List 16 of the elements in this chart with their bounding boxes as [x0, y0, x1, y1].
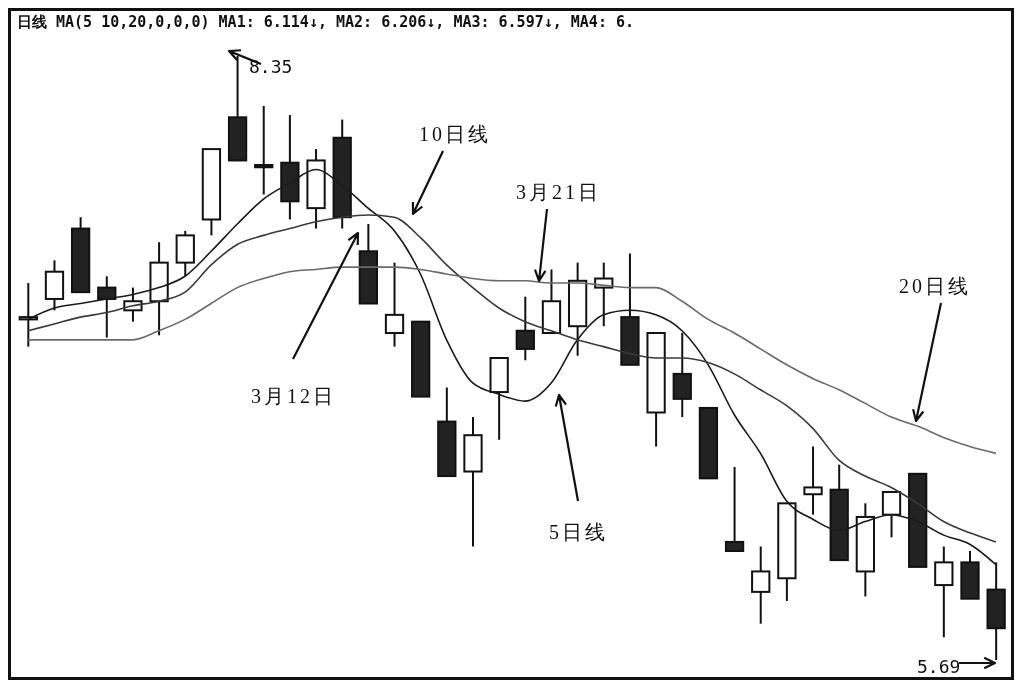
candlestick — [803, 445, 823, 516]
candlestick — [751, 545, 771, 625]
annotation: 10日线 — [419, 123, 491, 145]
candlestick — [881, 490, 902, 539]
annotation: 5日线 — [549, 521, 608, 543]
candlestick — [384, 261, 405, 348]
chart-title: 日线 MA(5 10,20,0,0,0) MA1: 6.114↓, MA2: 6.206↓, MA3: 6.597↓, MA4: 6. — [17, 13, 634, 32]
candlestick — [515, 295, 535, 362]
annotation: 8.35 — [249, 56, 293, 77]
annotation: 5.69 — [917, 656, 961, 677]
candlestick — [254, 104, 274, 196]
annotation: 3月21日 — [516, 181, 601, 203]
annotation: 20日线 — [899, 275, 971, 297]
candlestick — [724, 465, 745, 553]
annotation: 3月12日 — [251, 385, 336, 407]
candlestick — [934, 545, 954, 639]
